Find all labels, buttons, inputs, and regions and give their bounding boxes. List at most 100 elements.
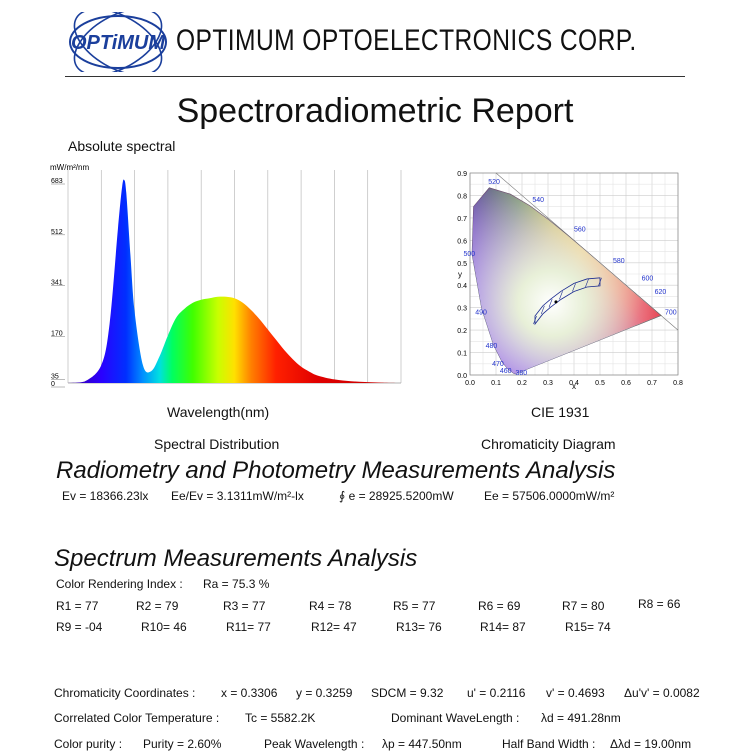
spectral-ytick-label: 512: [51, 229, 63, 236]
phi-e-value: ∮ e = 28925.5200mW: [339, 489, 454, 503]
r13-value: R13= 76: [396, 620, 442, 634]
r6-value: R6 = 69: [478, 599, 521, 613]
sdcm-value: SDCM = 9.32: [371, 686, 444, 700]
cie-ytick-label: 0.8: [457, 193, 467, 200]
company-name: OPTIMUM OPTOELECTRONICS CORP.: [176, 24, 637, 57]
cie-wavelength-label: 560: [574, 226, 586, 233]
cie-ytick-label: 0.0: [457, 373, 467, 380]
hbw-label: Half Band Width :: [502, 737, 596, 751]
cie-wavelength-label: 700: [665, 309, 677, 316]
r2-value: R2 = 79: [136, 599, 179, 613]
spectral-ytick-label: 0: [51, 381, 55, 388]
planckian-tick: [540, 305, 545, 315]
chroma-x-value: x = 0.3306: [221, 686, 278, 700]
r11-value: R11= 77: [226, 620, 271, 634]
cie-wavelength-label: 620: [655, 289, 667, 296]
planckian-tick: [572, 283, 576, 292]
cct-value: Tc = 5582.2K: [245, 711, 316, 725]
spectral-area: [68, 179, 401, 383]
planckian-tick: [548, 299, 553, 308]
spectral-xlabel: Wavelength(nm): [167, 404, 270, 420]
spectral-ytick-label: 683: [51, 178, 63, 185]
cie-xtick-label: 0.0: [465, 380, 475, 387]
cie-y-letter: y: [458, 270, 462, 279]
cri-label: Color Rendering Index :: [56, 577, 183, 591]
r8-value: R8 = 66: [638, 597, 681, 611]
planckian-tick: [559, 291, 563, 300]
cie-wavelength-label: 470: [492, 361, 504, 368]
purity-value: Purity = 2.60%: [143, 737, 222, 751]
cct-label: Correlated Color Temperature :: [54, 711, 220, 725]
delta-uv-value: Δu'v' = 0.0082: [624, 686, 700, 700]
logo-text: OPTiMUM: [71, 32, 166, 54]
r14-value: R14= 87: [480, 620, 526, 634]
cie-chart: 0.0 0.1 0.2 0.3 0.4 0.5 0.6 0.7 0.8 0.0 0.1 0.2 0.3 0…: [448, 165, 688, 395]
spectral-ytick-label: 341: [51, 280, 63, 287]
peak-label: Peak Wavelength :: [264, 737, 365, 751]
u-prime-value: u' = 0.2116: [467, 686, 526, 700]
cie-frame: [469, 172, 679, 376]
spectral-subtitle: Spectral Distribution: [154, 436, 280, 452]
r9-value: R9 = -04: [56, 620, 103, 634]
v-prime-value: v' = 0.4693: [546, 686, 605, 700]
cie-ytick-label: 0.3: [457, 306, 467, 313]
r12-value: R12= 47: [311, 620, 357, 634]
ee-ev-value: Ee/Ev = 3.1311mW/m²-lx: [171, 489, 304, 503]
cie-xtick-label: 0.6: [621, 380, 631, 387]
r4-value: R4 = 78: [309, 599, 352, 613]
cie-wavelength-label: 580: [613, 258, 625, 265]
company-logo: OPTiMUM: [65, 8, 171, 76]
cie-x-letter: x: [572, 382, 576, 390]
cie-xtick-label: 0.4: [569, 380, 579, 387]
cie-xtick-label: 0.8: [673, 380, 683, 387]
planckian-tick: [585, 278, 589, 288]
ee-value: Ee = 57506.0000mW/m²: [484, 489, 615, 503]
cie-ytick-label: 0.6: [457, 238, 467, 245]
cie-wavelength-label: 540: [532, 197, 544, 204]
spectral-ytick-label: 35: [51, 374, 59, 381]
cie-wavelength-label: 520: [488, 179, 500, 186]
planckian-tick: [598, 277, 602, 287]
r3-value: R3 = 77: [223, 599, 266, 613]
report-title: Spectroradiometric Report: [176, 92, 574, 130]
ra-value: Ra = 75.3 %: [203, 577, 270, 591]
planckian-locus: [533, 277, 602, 326]
spectral-locus-white: [472, 187, 662, 374]
header-divider: [65, 76, 685, 77]
spectral-caption: Absolute spectral: [68, 138, 176, 154]
spectral-ytick-label: 170: [51, 330, 63, 337]
cie-ytick-label: 0.1: [457, 351, 467, 358]
cie-xtick-label: 0.1: [491, 380, 501, 387]
r5-value: R5 = 77: [393, 599, 436, 613]
cie-ytick-label: 0.7: [457, 216, 467, 223]
cie-xlabel: CIE 1931: [531, 404, 590, 420]
r1-value: R1 = 77: [56, 599, 99, 613]
cie-subtitle: Chromaticity Diagram: [481, 436, 616, 452]
spectral-unit: mW/m²/nm: [50, 163, 89, 172]
cie-wavelength-label: 500: [464, 251, 476, 258]
chroma-y-value: y = 0.3259: [296, 686, 353, 700]
cie-wavelength-label: 600: [642, 276, 654, 283]
r10-value: R10= 46: [141, 620, 187, 634]
cie-wavelength-label: 480: [486, 343, 498, 350]
cie-xtick-label: 0.5: [595, 380, 605, 387]
spectral-chart: 683 512 341 170 35 0 mW/m²/nm: [48, 158, 413, 398]
measured-point: [554, 300, 558, 304]
cie-xtick-label: 0.2: [517, 380, 527, 387]
cie-wavelength-label: 490: [475, 309, 487, 316]
r7-value: R7 = 80: [562, 599, 605, 613]
cie-ytick-label: 0.4: [457, 283, 467, 290]
cie-wavelength-label: 380: [516, 370, 528, 377]
dominant-value: λd = 491.28nm: [541, 711, 621, 725]
cie-wavelength-label: 460: [500, 368, 512, 375]
cie-xtick-label: 0.7: [647, 380, 657, 387]
cie-ytick-label: 0.5: [457, 261, 467, 268]
r15-value: R15= 74: [565, 620, 611, 634]
purity-label: Color purity :: [54, 737, 123, 751]
planckian-band: [534, 277, 601, 326]
cie-xtick-label: 0.3: [543, 380, 553, 387]
radiometry-title: Radiometry and Photometry Measurements A…: [56, 457, 616, 484]
peak-value: λp = 447.50nm: [382, 737, 462, 751]
ev-value: Ev = 18366.23lx: [62, 489, 149, 503]
cie-ytick-label: 0.2: [457, 328, 467, 335]
